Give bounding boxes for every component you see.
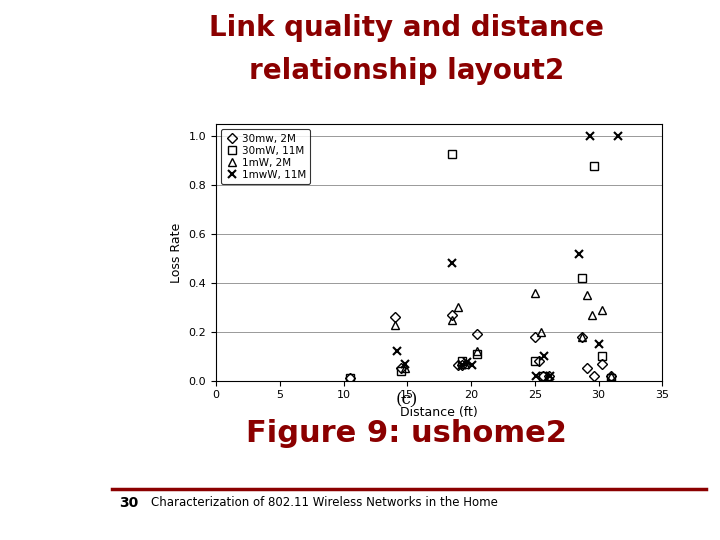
1mwW, 11M [539,353,548,360]
30mw, 2M [448,312,456,318]
1mwW, 11M [613,133,622,140]
Text: Link quality and distance: Link quality and distance [210,14,604,42]
30mW, 11M [397,368,405,374]
30mw, 2M [390,314,399,320]
1mwW, 11M [393,348,402,355]
1mW, 2M [454,304,463,310]
30mw, 2M [531,334,539,340]
30mw, 2M [454,362,463,368]
Text: WPI: WPI [616,502,665,522]
Text: (c): (c) [395,392,418,408]
1mwW, 11M [532,373,541,379]
1mW, 2M [473,348,482,355]
30mw, 2M [538,373,546,379]
1mW, 2M [448,316,456,323]
1mW, 2M [577,334,586,340]
1mwW, 11M [448,260,456,267]
30mw, 2M [346,375,354,381]
1mW, 2M [531,289,539,296]
Y-axis label: Loss Rate: Loss Rate [170,222,183,282]
1mwW, 11M [468,362,477,368]
1mwW, 11M [546,373,554,379]
30mw, 2M [582,365,591,372]
30mW, 11M [448,150,456,157]
Legend: 30mw, 2M, 30mW, 11M, 1mW, 2M, 1mwW, 11M: 30mw, 2M, 30mW, 11M, 1mW, 2M, 1mwW, 11M [221,130,310,184]
1mwW, 11M [585,133,594,140]
30mW, 11M [473,350,482,357]
1mW, 2M [544,373,552,379]
30mW, 11M [589,163,598,169]
1mwW, 11M [575,251,584,257]
1mW, 2M [460,360,469,367]
1mW, 2M [588,312,597,318]
30mW, 11M [538,373,546,379]
30mw, 2M [458,362,467,368]
1mW, 2M [598,307,607,313]
Line: 1mwW, 11M: 1mwW, 11M [393,132,622,380]
30mw, 2M [397,365,405,372]
30mW, 11M [577,275,586,281]
Line: 30mw, 2M: 30mw, 2M [346,311,615,382]
1mwW, 11M [400,360,409,367]
30mw, 2M [607,373,616,379]
1mwW, 11M [594,341,603,347]
Text: Figure 9: ushome2: Figure 9: ushome2 [246,418,567,448]
Line: 1mW, 2M: 1mW, 2M [390,288,616,380]
30mw, 2M [577,334,586,340]
30mW, 11M [346,375,354,381]
30mw, 2M [598,360,607,367]
Text: 30: 30 [119,496,138,510]
30mW, 11M [607,375,616,381]
1mwW, 11M [463,359,472,366]
1mW, 2M [390,321,399,328]
30mw, 2M [534,358,543,365]
Text: Characterization of 802.11 Wireless Networks in the Home: Characterization of 802.11 Wireless Netw… [150,496,498,509]
30mW, 11M [531,358,539,365]
1mW, 2M [400,365,409,372]
Text: relationship layout2: relationship layout2 [249,57,564,85]
30mw, 2M [589,373,598,379]
Line: 30mW, 11M: 30mW, 11M [346,150,616,382]
1mW, 2M [582,292,591,299]
30mw, 2M [473,331,482,338]
X-axis label: Distance (ft): Distance (ft) [400,406,478,419]
30mw, 2M [544,373,553,379]
30mW, 11M [598,353,607,360]
1mW, 2M [607,373,616,379]
1mwW, 11M [458,362,467,368]
30mW, 11M [458,358,467,365]
1mW, 2M [537,329,546,335]
